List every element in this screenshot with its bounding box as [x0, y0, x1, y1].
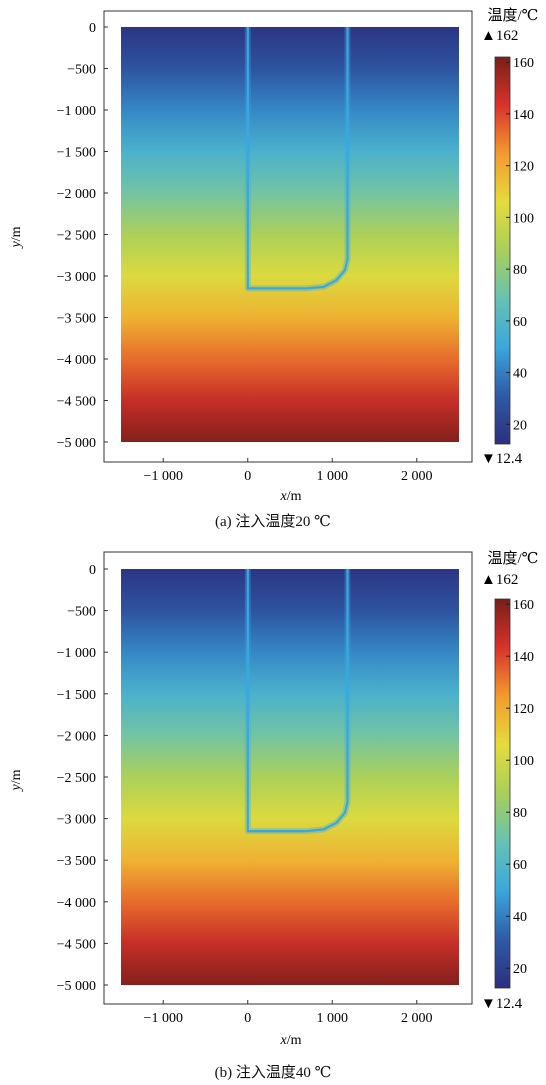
x-axis-label: x/m [280, 489, 302, 504]
colorbar-max-label: ▲162 [481, 28, 518, 44]
colorbar-tick-label: 140 [513, 108, 534, 123]
colorbar [494, 598, 511, 989]
y-tick-label: −1 000 [57, 646, 96, 661]
y-tick-label: −5 000 [57, 436, 96, 451]
x-tick-label: −1 000 [144, 469, 183, 484]
y-tick-label: −4 500 [57, 395, 96, 410]
y-tick-label: −4 000 [57, 896, 96, 911]
y-tick-label: −1 500 [57, 688, 96, 703]
colorbar-tick-label: 160 [513, 598, 534, 613]
x-axis-label: x/m [280, 1033, 302, 1048]
x-tick-label: 1 000 [317, 1011, 349, 1026]
colorbar-title: 温度/℃ [488, 550, 539, 567]
y-tick-label: −5 000 [57, 979, 96, 994]
well-path [246, 27, 349, 290]
plot-frame [103, 10, 473, 463]
panel-a-caption: (a) 注入温度20 ℃ [215, 514, 331, 530]
colorbar-tick-label: 140 [513, 650, 534, 665]
colorbar-tick-label: 60 [513, 858, 527, 873]
temperature-field [121, 569, 459, 985]
y-tick-label: −2 000 [57, 187, 96, 202]
y-tick-label: −4 500 [57, 937, 96, 952]
y-tick-label: −500 [67, 63, 96, 78]
y-tick-label: −3 000 [57, 813, 96, 828]
chart-panel-b: 0 −500 −1 000 −1 500 −2 000 −2 500 −3 000 −3 50… [9, 550, 538, 1048]
y-tick-label: −500 [67, 605, 96, 620]
y-tick-label: −2 000 [57, 729, 96, 744]
x-tick-label: 2 000 [401, 469, 433, 484]
colorbar-tick-label: 100 [513, 754, 534, 769]
colorbar-tick-label: 40 [513, 367, 527, 382]
y-tick-label: −4 000 [57, 353, 96, 368]
colorbar-tick-label: 100 [513, 211, 534, 226]
colorbar-tick-label: 20 [513, 418, 527, 433]
y-axis-label: y/m [9, 226, 24, 249]
y-tick-label: −3 000 [57, 270, 96, 285]
well-path [246, 569, 349, 833]
y-tick-label: −1 000 [57, 104, 96, 119]
colorbar-tick-label: 120 [513, 702, 534, 717]
y-tick-label: −2 500 [57, 771, 96, 786]
y-tick-label: −3 500 [57, 854, 96, 869]
colorbar-tick-label: 40 [513, 910, 527, 925]
x-tick-label: 1 000 [317, 469, 349, 484]
colorbar-tick-label: 160 [513, 56, 534, 71]
colorbar-max-label: ▲162 [481, 572, 518, 588]
colorbar-tick-label: 20 [513, 962, 527, 977]
chart-panel-a: 0 −500 −1 000 −1 500 −2 000 −2 500 −3 000 −3 50… [9, 7, 538, 504]
y-tick-label: −3 500 [57, 312, 96, 327]
x-tick-label: 0 [244, 469, 251, 484]
y-axis-label: y/m [9, 769, 24, 792]
colorbar-tick-label: 80 [513, 806, 527, 821]
colorbar [494, 56, 511, 445]
x-tick-label: −1 000 [144, 1011, 183, 1026]
plot-frame [103, 551, 473, 1005]
y-tick-label: −2 500 [57, 229, 96, 244]
y-tick-label: −1 500 [57, 146, 96, 161]
panel-b-caption: (b) 注入温度40 ℃ [214, 1065, 332, 1081]
colorbar-tick-label: 60 [513, 315, 527, 330]
colorbar-title: 温度/℃ [488, 7, 539, 24]
y-tick-label: 0 [89, 21, 96, 36]
y-tick-label: 0 [89, 563, 96, 578]
colorbar-tick-label: 120 [513, 160, 534, 175]
x-tick-label: 0 [244, 1011, 251, 1026]
colorbar-tick-label: 80 [513, 263, 527, 278]
x-tick-label: 2 000 [401, 1011, 433, 1026]
colorbar-min-label: ▼12.4 [481, 996, 523, 1012]
temperature-field [121, 27, 459, 442]
colorbar-min-label: ▼12.4 [481, 451, 523, 467]
